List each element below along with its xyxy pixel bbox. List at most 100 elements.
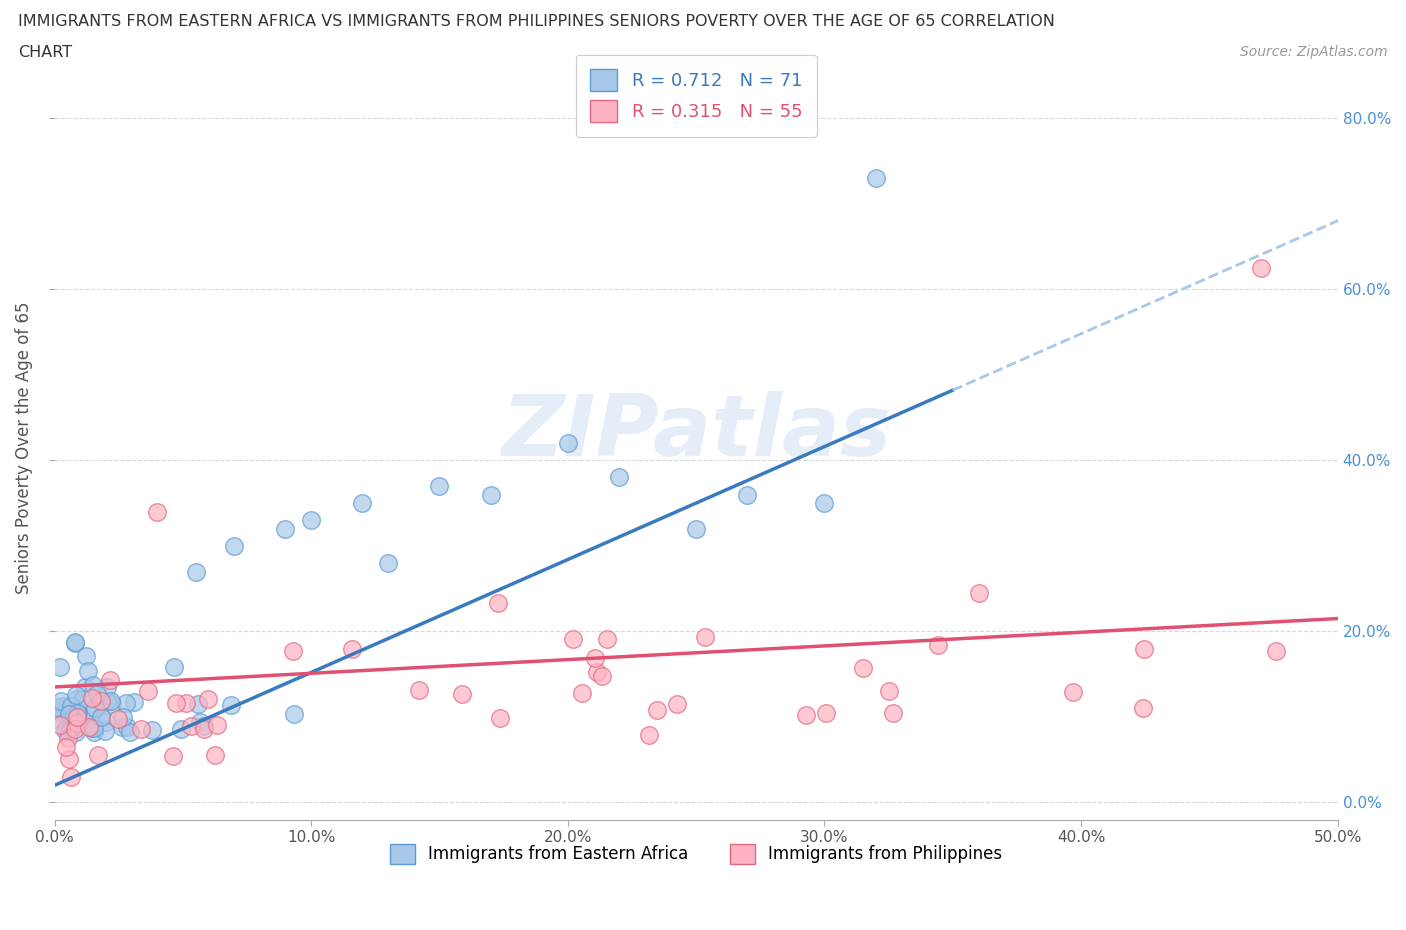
Point [1132,642,1154,657]
Point [193,722,215,737]
Point [96,694,118,709]
Point [796,708,818,723]
Point [52,698,75,713]
Point [49,694,72,709]
Point [115,695,138,710]
Point [451,687,474,702]
Point [224,538,246,553]
Point [685,522,707,537]
Point [65,635,87,650]
Point [63,722,86,737]
Point [90,694,112,709]
Point [967,586,990,601]
Point [56,730,79,745]
Point [571,685,593,700]
Point [882,706,904,721]
Point [299,512,322,527]
Point [80,716,103,731]
Point [184,565,207,579]
Point [207,717,229,732]
Point [557,436,579,451]
Point [852,660,875,675]
Point [77,664,100,679]
Point [645,703,668,718]
Point [86,687,108,702]
Point [162,749,184,764]
Point [82,678,104,693]
Point [58,751,80,766]
Point [59,698,82,713]
Point [55,739,77,754]
Point [204,748,226,763]
Point [1132,701,1154,716]
Point [283,707,305,722]
Point [146,504,169,519]
Point [66,706,89,721]
Point [120,724,142,739]
Point [693,630,716,644]
Point [66,716,89,731]
Point [111,720,134,735]
Point [479,487,502,502]
Point [281,643,304,658]
Point [101,697,124,711]
Point [77,720,100,735]
Point [163,659,186,674]
Point [737,487,759,502]
Point [73,680,96,695]
Point [129,722,152,737]
Point [98,672,121,687]
Point [65,687,87,702]
Point [187,697,209,711]
Point [46,699,69,714]
Point [55,723,77,737]
Point [58,724,80,739]
Point [193,719,215,734]
Point [80,691,103,706]
Point [80,721,103,736]
Point [377,555,399,570]
Point [488,711,510,726]
Point [586,664,609,679]
Point [90,710,112,724]
Text: CHART: CHART [18,45,72,60]
Point [84,701,107,716]
Point [49,718,72,733]
Point [486,596,509,611]
Text: ZIPatlas: ZIPatlas [501,392,891,474]
Point [66,710,89,724]
Point [65,724,87,739]
Point [595,631,617,646]
Point [49,659,72,674]
Point [94,724,117,738]
Point [180,718,202,733]
Point [141,723,163,737]
Point [165,696,187,711]
Point [83,721,105,736]
Point [59,722,82,737]
Point [83,725,105,740]
Point [1250,260,1272,275]
Point [927,638,949,653]
Point [408,683,430,698]
Point [107,711,129,726]
Point [86,748,108,763]
Point [865,170,887,185]
Point [65,691,87,706]
Point [65,635,87,650]
Point [46,705,69,720]
Text: IMMIGRANTS FROM EASTERN AFRICA VS IMMIGRANTS FROM PHILIPPINES SENIORS POVERTY OV: IMMIGRANTS FROM EASTERN AFRICA VS IMMIGR… [18,14,1054,29]
Point [197,692,219,707]
Point [66,706,89,721]
Legend: Immigrants from Eastern Africa, Immigrants from Philippines: Immigrants from Eastern Africa, Immigran… [382,837,1010,870]
Point [94,715,117,730]
Point [100,694,122,709]
Point [63,715,86,730]
Point [75,648,97,663]
Point [1264,644,1286,658]
Point [58,716,80,731]
Point [666,697,689,711]
Point [111,710,134,724]
Point [188,714,211,729]
Point [62,710,84,724]
